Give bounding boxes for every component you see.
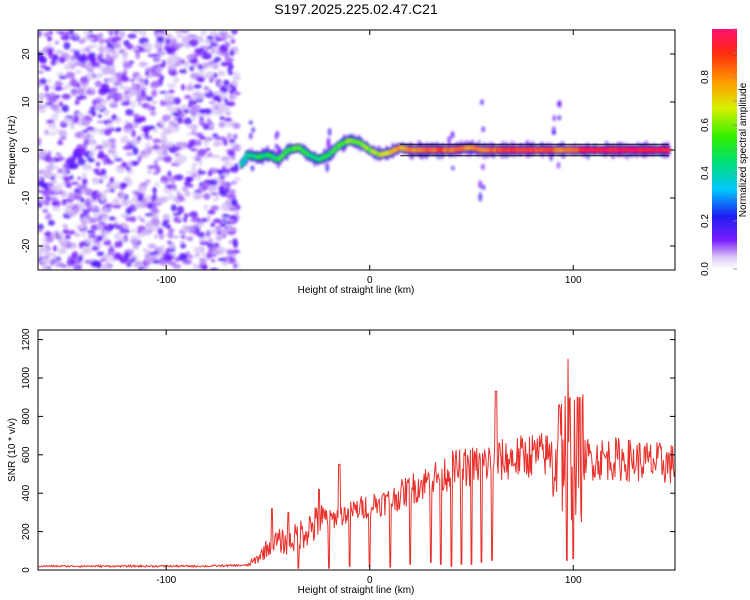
snr-x-label: Height of straight line (km) (298, 585, 415, 596)
spectrogram-x-label: Height of straight line (km) (298, 285, 415, 296)
y-tick-label: 10 (21, 96, 32, 108)
colorbar-tick-label: 0.0 (700, 262, 711, 276)
x-tick-label: -100 (156, 575, 176, 586)
y-tick-label: 200 (21, 523, 32, 540)
colorbar-ticks: 0.0 0.2 0.4 0.6 0.8 (700, 28, 737, 276)
x-tick-label: 100 (565, 275, 582, 286)
y-tick-label: 20 (21, 48, 32, 60)
y-tick-label: 1200 (21, 328, 32, 351)
y-tick-label: 1000 (21, 366, 32, 389)
spectral-ridge (239, 99, 671, 202)
colorbar-tick-label: 0.4 (700, 166, 711, 180)
colorbar-tick-label: 0.8 (700, 70, 711, 84)
snr-frame (37, 329, 676, 571)
x-tick-label: -100 (156, 275, 176, 286)
y-tick-label: -10 (21, 190, 32, 205)
y-tick-label: 400 (21, 484, 32, 501)
snr-series-line (38, 358, 675, 569)
colorbar-tick-label: 0.6 (700, 118, 711, 132)
x-tick-label: 0 (367, 275, 373, 286)
x-tick-label: 0 (367, 575, 373, 586)
colorbar: 0.0 0.2 0.4 0.6 0.8 Normalized spectral ampl… (700, 28, 749, 276)
y-tick-label: 0 (21, 147, 32, 153)
y-tick-label: 800 (21, 408, 32, 425)
figure-title: S197.2025.225.02.47.C21 (274, 1, 438, 17)
snr-y-label: SNR (10 * v/v) (7, 418, 18, 482)
colorbar-tick-label: 0.2 (700, 214, 711, 228)
noise-speckle (38, 30, 241, 270)
y-tick-label: -20 (21, 238, 32, 253)
spectrogram-y-label: Frequency (Hz) (7, 116, 18, 185)
y-tick-label: 600 (21, 446, 32, 463)
colorbar-label: Normalized spectral amplitude (738, 82, 749, 217)
y-tick-label: 0 (21, 567, 32, 573)
x-tick-label: 100 (565, 575, 582, 586)
colorbar-gradient (712, 29, 737, 269)
spectrogram-heatmap (38, 30, 671, 270)
